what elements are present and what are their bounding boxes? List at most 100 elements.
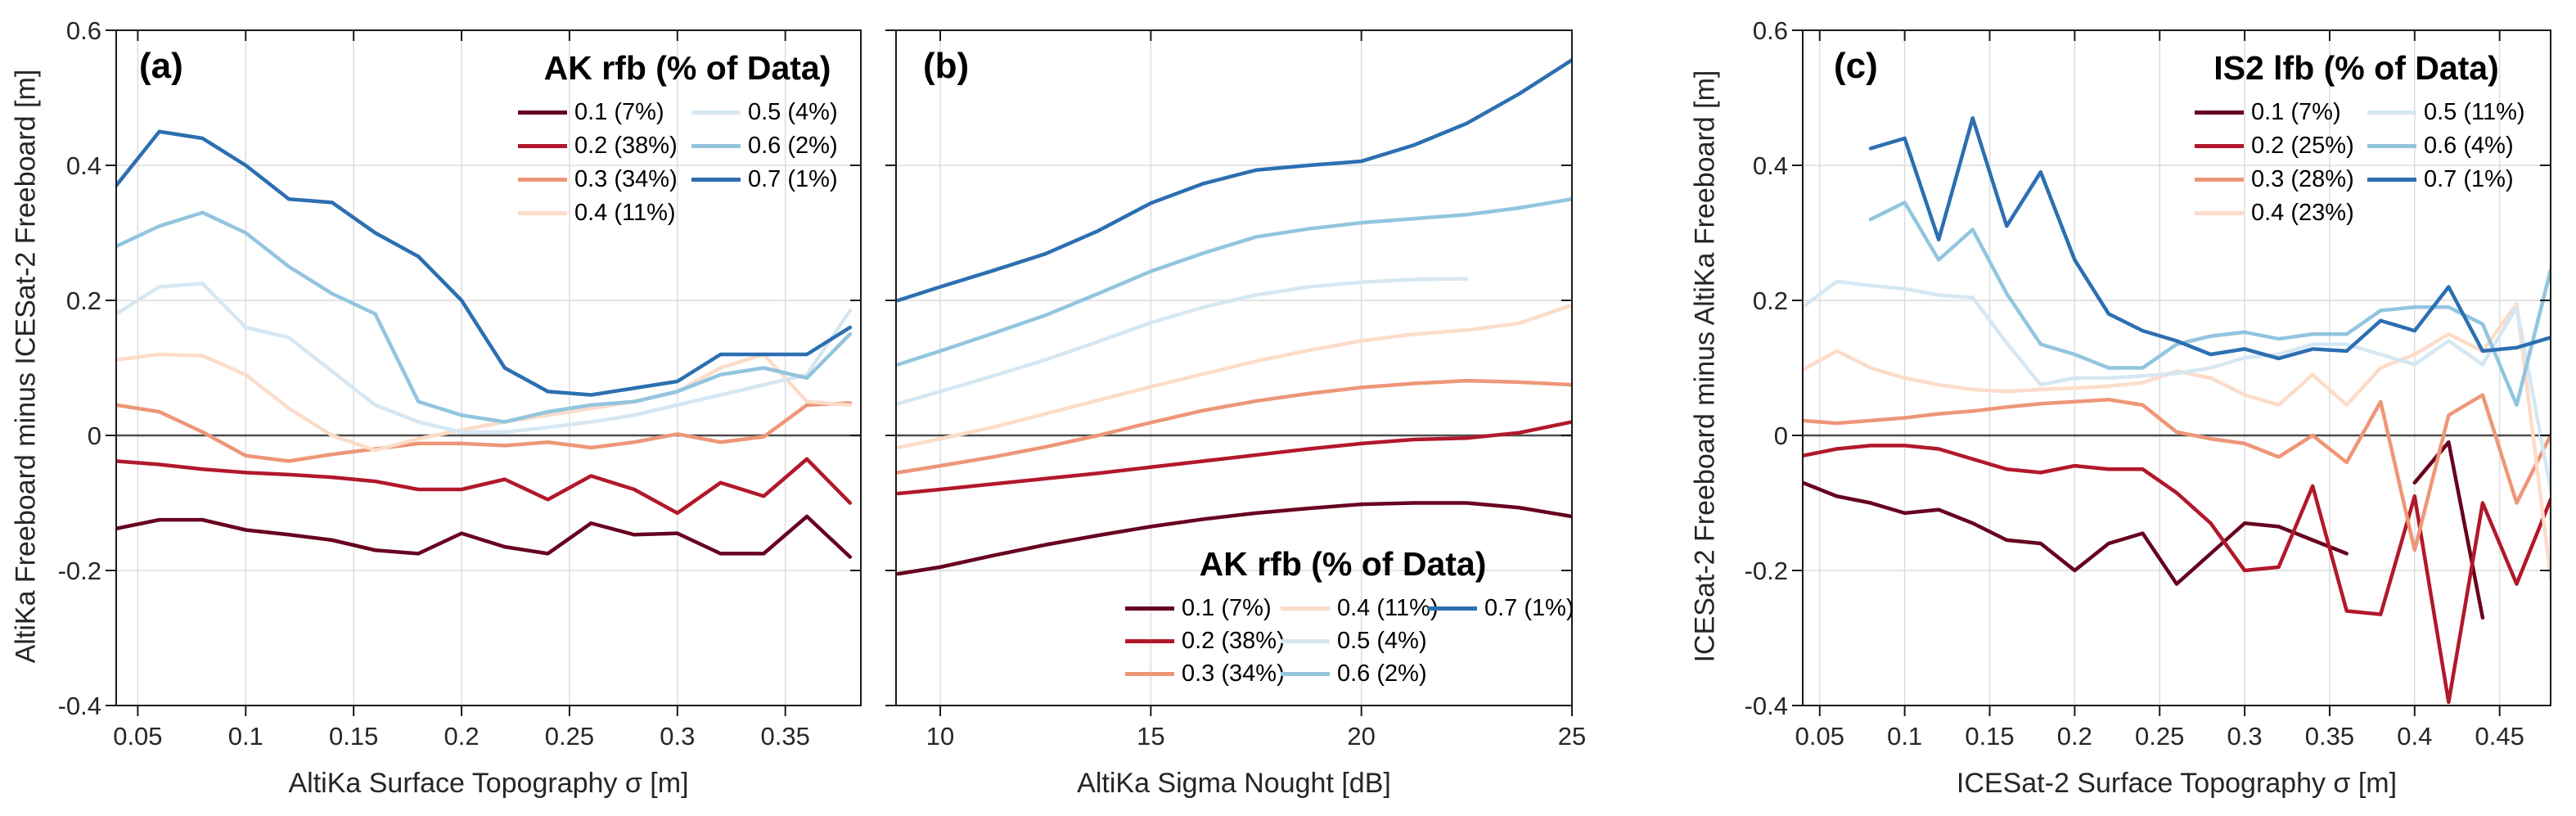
legend-item-0.4: 0.4 (23%) (2195, 196, 2367, 230)
x-tick-label: 0.1 (1887, 722, 1922, 751)
legend-item-label: 0.6 (2%) (1337, 660, 1427, 687)
x-tick-label: 0.3 (660, 722, 695, 751)
tick-marks (885, 29, 1573, 716)
legend-column: 0.5 (4%) 0.6 (2%) 0.7 (1%) (691, 96, 855, 196)
legend-item-0.5: 0.5 (11%) (2367, 96, 2525, 129)
x-tick-label: 0.2 (2057, 722, 2092, 751)
legend-a-items: 0.1 (7%) 0.2 (38%) 0.3 (34%) 0.4 (11%) 0.5 (… (518, 96, 857, 230)
panel-c-label: (c) (1834, 46, 1878, 86)
legend-line-swatch (1428, 606, 1477, 611)
legend-column: 0.1 (7%) 0.2 (25%) 0.3 (28%) 0.4 (23%) (2195, 96, 2367, 230)
legend-item-label: 0.3 (28%) (2251, 166, 2354, 192)
series-line-0.7 (1868, 116, 2551, 361)
panel-b-label: (b) (923, 46, 970, 86)
legend-line-swatch (2195, 144, 2244, 148)
y-tick-label: 0.4 (66, 151, 101, 180)
x-tick-label: 0.2 (444, 722, 479, 751)
legend-line-swatch (1281, 671, 1330, 676)
legend-line-swatch (1125, 638, 1174, 643)
series-line-0.2 (116, 457, 853, 516)
legend-item-0.7: 0.7 (1%) (1428, 592, 1574, 624)
legend-panel-c: IS2 lfb (% of Data) 0.1 (7%) 0.2 (25%) 0.3… (2195, 49, 2525, 230)
y-tick-label: 0.6 (66, 16, 101, 45)
panel-a-xaxis-title: AltiKa Surface Topography σ [m] (288, 768, 689, 799)
y-tick-label: 0.2 (1753, 286, 1788, 315)
legend-item-label: 0.1 (7%) (1182, 594, 1272, 621)
y-tick-label: -0.4 (1745, 692, 1788, 720)
y-tick-label: -0.2 (1745, 557, 1788, 585)
tick-marks (1792, 29, 2551, 716)
x-tick-label: 0.15 (329, 722, 378, 751)
legend-item-label: 0.3 (34%) (1182, 660, 1285, 687)
legend-item-0.2: 0.2 (38%) (1125, 624, 1285, 657)
series-line-0.3 (116, 401, 853, 463)
x-tick-label: 0.05 (113, 722, 162, 751)
series-line-0.6 (1868, 201, 2551, 408)
series-line-0.1 (2412, 440, 2485, 620)
panel-b-xaxis-title: AltiKa Sigma Nought [dB] (1077, 768, 1391, 799)
x-tick-label: 10 (926, 722, 954, 751)
legend-item-label: 0.5 (4%) (1337, 627, 1427, 654)
legend-item-0.3: 0.3 (34%) (1125, 657, 1285, 690)
panel-c-yaxis-title: ICESat-2 Freeboard minus AltiKa Freeboar… (1689, 70, 1721, 663)
legend-c-title: IS2 lfb (% of Data) (2213, 49, 2499, 87)
legend-column: 0.1 (7%) 0.2 (38%) 0.3 (34%) (1125, 592, 1285, 690)
panel-c-plot: 0.05 0.1 0.15 0.2 0.25 0.3 0.35 0.4 0.45 0.6 0.4 0.… (1745, 16, 2551, 751)
x-tick-label: 15 (1137, 722, 1164, 751)
legend-item-0.7: 0.7 (1%) (2367, 163, 2518, 196)
x-tick-label: 0.45 (2475, 722, 2524, 751)
legend-item-label: 0.1 (7%) (574, 99, 664, 125)
series-line-0.4 (1803, 301, 2551, 579)
legend-line-swatch (691, 178, 741, 182)
legend-item-label: 0.7 (1%) (2424, 166, 2514, 192)
panel-a-yaxis-title: AltiKa Freeboard minus ICESat-2 Freeboar… (10, 69, 42, 664)
x-tick-label: 25 (1558, 722, 1586, 751)
series-line-0.6 (896, 197, 1572, 367)
legend-item-0.1: 0.1 (7%) (1125, 592, 1281, 624)
legend-line-swatch (691, 144, 741, 148)
legend-line-swatch (2195, 178, 2244, 182)
legend-panel-a: AK rfb (% of Data) 0.1 (7%) 0.2 (38%) 0.3 … (518, 49, 857, 230)
legend-item-label: 0.4 (23%) (2251, 200, 2354, 226)
legend-line-swatch (518, 211, 567, 215)
legend-line-swatch (2367, 178, 2416, 182)
legend-column: 0.4 (11%) 0.5 (4%) 0.6 (2%) (1281, 592, 1439, 690)
legend-item-0.5: 0.5 (4%) (1281, 624, 1428, 657)
tick-marks (106, 29, 861, 716)
legend-line-swatch (2367, 110, 2416, 115)
panel-a-plot: 0.05 0.1 0.15 0.2 0.25 0.3 0.35 0.6 0.4 0.2 0 -0.2 -… (58, 16, 862, 751)
legend-item-0.1: 0.1 (7%) (518, 96, 691, 129)
x-tick-label: 0.35 (2305, 722, 2354, 751)
series-line-0.1 (116, 514, 853, 559)
series-line-0.1 (896, 501, 1572, 576)
legend-b-items: 0.1 (7%) 0.2 (38%) 0.3 (34%) 0.4 (11%) 0.5 (… (1125, 592, 1574, 690)
legend-item-0.3: 0.3 (28%) (2195, 163, 2367, 196)
legend-item-label: 0.2 (25%) (2251, 133, 2354, 159)
legend-line-swatch (1125, 606, 1174, 611)
legend-item-label: 0.3 (34%) (574, 166, 678, 192)
series-line-0.7 (896, 58, 1572, 303)
legend-column: 0.1 (7%) 0.2 (38%) 0.3 (34%) 0.4 (11%) (518, 96, 691, 230)
legend-item-label: 0.1 (7%) (2251, 99, 2341, 125)
series-line-0.3 (1803, 393, 2551, 552)
legend-item-0.7: 0.7 (1%) (691, 163, 855, 196)
legend-line-swatch (1281, 638, 1330, 643)
legend-item-0.3: 0.3 (34%) (518, 163, 691, 196)
x-tick-label: 0.4 (2397, 722, 2432, 751)
series-line-0.4 (896, 303, 1572, 450)
x-tick-label: 0.1 (228, 722, 263, 751)
legend-item-label: 0.7 (1%) (1484, 594, 1574, 621)
legend-item-0.6: 0.6 (2%) (1281, 657, 1428, 690)
legend-item-label: 0.4 (11%) (1337, 594, 1439, 621)
legend-item-0.5: 0.5 (4%) (691, 96, 855, 129)
series-group (1803, 116, 2551, 705)
x-tick-label: 0.05 (1795, 722, 1844, 751)
series-line-0.5 (896, 277, 1469, 406)
series-line-0.4 (116, 352, 853, 453)
series-line-0.6 (116, 210, 853, 424)
series-line-0.7 (116, 129, 853, 397)
legend-item-label: 0.2 (38%) (574, 133, 678, 159)
legend-item-label: 0.6 (4%) (2424, 133, 2514, 159)
y-tick-label: -0.4 (58, 692, 101, 720)
